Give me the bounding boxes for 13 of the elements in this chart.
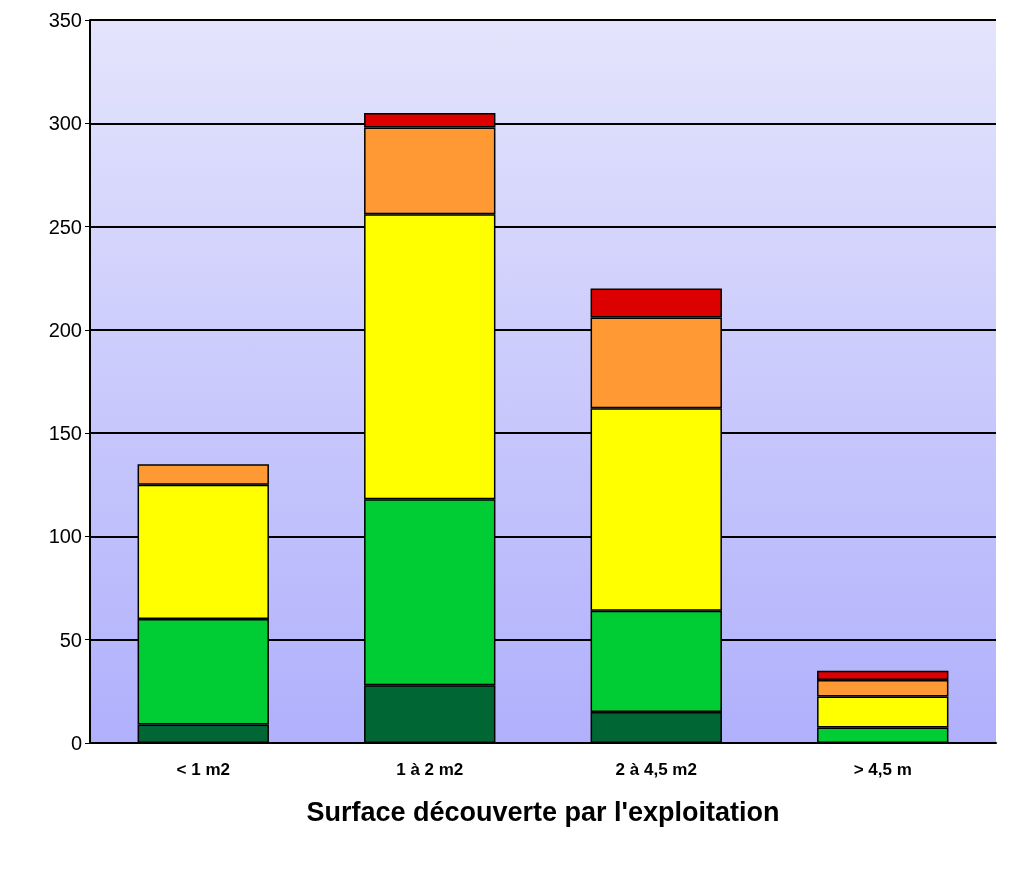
x-axis-title: Surface découverte par l'exploitation: [306, 796, 780, 827]
x-tick-label: 1 à 2 m2: [396, 760, 464, 779]
x-tick-label: 2 à 4,5 m2: [615, 760, 697, 779]
y-tick-label: 50: [59, 628, 82, 651]
y-tick-label: 300: [48, 112, 82, 135]
y-tick-label: 200: [48, 318, 82, 341]
y-tick-label: 150: [48, 422, 82, 445]
y-tick-label: 100: [48, 525, 82, 548]
y-tick-label: 0: [70, 732, 82, 754]
y-tick-label: 350: [48, 9, 82, 31]
x-tick-label: > 4,5 m: [853, 760, 912, 779]
y-tick-label: 250: [48, 215, 82, 238]
x-tick-label: < 1 m2: [176, 760, 230, 779]
